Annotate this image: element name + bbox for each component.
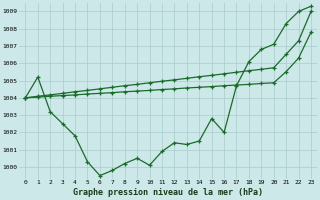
X-axis label: Graphe pression niveau de la mer (hPa): Graphe pression niveau de la mer (hPa) — [73, 188, 263, 197]
